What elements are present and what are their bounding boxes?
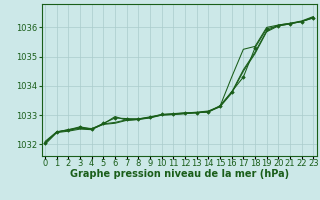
X-axis label: Graphe pression niveau de la mer (hPa): Graphe pression niveau de la mer (hPa) — [70, 169, 289, 179]
